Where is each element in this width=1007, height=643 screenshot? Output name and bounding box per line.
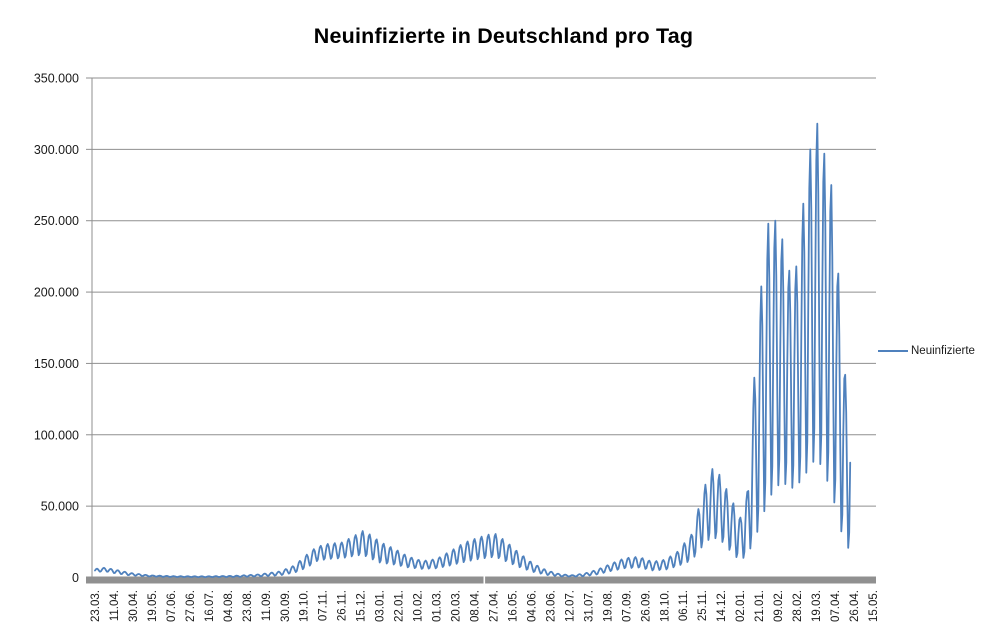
x-axis-tick-label: 26.11. (337, 590, 349, 621)
x-axis-tick-label: 07.09. (621, 590, 633, 622)
x-axis-tick-label: 07.06. (166, 590, 178, 622)
x-axis-tick-label: 10.02. (413, 590, 425, 622)
x-axis-tick-label: 02.01. (735, 590, 747, 622)
x-axis-tick-label: 27.04. (488, 590, 500, 622)
x-axis-tick-label: 06.11. (678, 590, 690, 621)
y-axis-tick-label: 250.000 (34, 214, 79, 228)
y-axis-tick-label: 350.000 (34, 72, 79, 86)
x-axis-tick-label: 14.12. (716, 590, 728, 622)
x-axis-tick-label: 19.10. (299, 590, 311, 622)
y-axis-tick-label: 200.000 (34, 286, 79, 300)
y-axis-tick-label: 150.000 (34, 357, 79, 371)
chart-title: Neuinfizierte in Deutschland pro Tag (313, 24, 694, 48)
x-axis-bar (86, 576, 876, 584)
x-axis-tick-label: 04.06. (526, 590, 538, 622)
x-axis-tick-label: 25.11. (697, 590, 709, 621)
x-axis-tick-label: 26.04. (849, 590, 861, 622)
x-axis-tick-label: 04.08. (223, 590, 235, 622)
x-axis-tick-label: 27.06. (185, 590, 197, 622)
x-axis-tick-label: 15.05. (868, 590, 880, 622)
x-axis-tick-label: 15.12. (356, 590, 368, 622)
x-axis-tick-label: 16.07. (204, 590, 216, 622)
legend-line-sample (878, 349, 908, 353)
x-axis-tick-label: 19.05. (147, 590, 159, 622)
x-axis-tick-label: 07.11. (318, 590, 330, 621)
legend-label: Neuinfizierte (911, 345, 975, 357)
x-axis-tick-label: 11.09. (261, 590, 273, 621)
legend: Neuinfizierte (878, 344, 975, 358)
x-axis-tick-label: 12.07. (564, 590, 576, 622)
x-axis-tick-label: 28.02. (792, 590, 804, 622)
x-axis-tick-label: 30.04. (128, 590, 140, 622)
x-axis-tick-label: 16.05. (507, 590, 519, 622)
x-axis-tick-label: 23.03. (90, 590, 102, 622)
x-axis-tick-label: 11.04. (109, 590, 121, 621)
x-axis-tick-label: 26.09. (640, 590, 652, 622)
x-axis-tick-label: 09.02. (773, 590, 785, 622)
y-axis-tick-label: 50.000 (41, 500, 79, 514)
y-axis-tick-label: 0 (72, 571, 79, 585)
x-axis-tick-label: 22.01. (394, 590, 406, 622)
x-axis-tick-label: 23.08. (242, 590, 254, 622)
x-axis-tick-label: 23.06. (545, 590, 557, 622)
x-axis-tick-label: 07.04. (830, 590, 842, 622)
x-axis-tick-label: 18.10. (659, 590, 671, 622)
y-axis-tick-label: 100.000 (34, 428, 79, 442)
y-axis-tick-label: 300.000 (34, 143, 79, 157)
x-axis-tick-gap (483, 576, 486, 584)
series-line-neuinfizierte (94, 122, 852, 578)
x-axis-tick-label: 19.03. (811, 590, 823, 622)
x-axis-tick-label: 21.01. (754, 590, 766, 622)
x-axis-tick-label: 30.09. (280, 590, 292, 622)
x-axis-tick-label: 03.01. (375, 590, 387, 622)
x-axis-tick-label: 19.08. (602, 590, 614, 622)
x-axis-tick-label: 01.03. (432, 590, 444, 622)
x-axis-tick-label: 31.07. (583, 590, 595, 622)
x-axis-tick-label: 08.04. (470, 590, 482, 622)
x-axis-tick-label: 20.03. (451, 590, 463, 622)
